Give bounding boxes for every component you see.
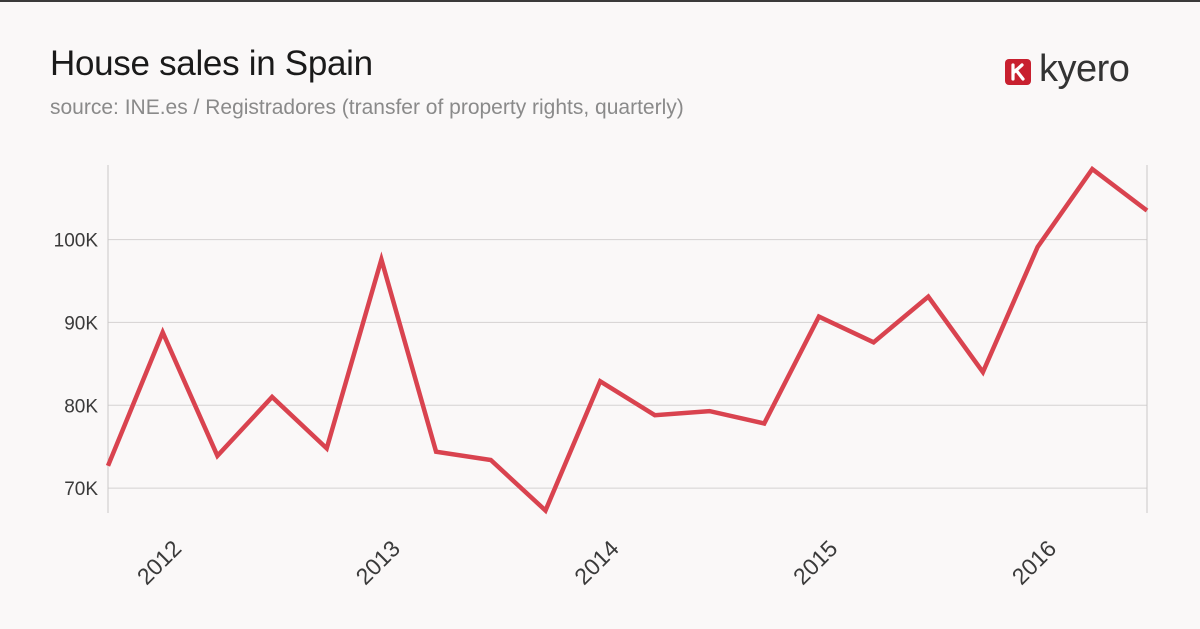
chart-subtitle: source: INE.es / Registradores (transfer…: [50, 96, 684, 119]
series-line: [105, 165, 1149, 515]
y-tick-label: 100K: [54, 231, 99, 252]
x-tick-label: 2015: [788, 535, 843, 590]
y-tick-label: 90K: [64, 313, 98, 334]
logo-wordmark: kyero: [1039, 48, 1130, 90]
y-tick-label: 70K: [64, 479, 98, 500]
y-tick-label: 80K: [64, 396, 98, 417]
x-tick-label: 2012: [132, 535, 187, 590]
x-axis: 2012 2013 2014 2015 2016: [132, 535, 1062, 590]
top-rule: [0, 0, 1200, 2]
grid-layer: [107, 165, 1148, 513]
kyero-logo-icon: [1005, 59, 1031, 85]
chart-title: House sales in Spain: [50, 44, 373, 83]
kyero-logo: kyero: [1005, 48, 1130, 92]
x-tick-label: 2014: [569, 535, 624, 590]
x-tick-label: 2016: [1007, 535, 1062, 590]
x-tick-label: 2013: [350, 535, 405, 590]
series-layer: [105, 165, 1149, 515]
y-axis: 70K 80K 90K 100K: [54, 231, 99, 501]
